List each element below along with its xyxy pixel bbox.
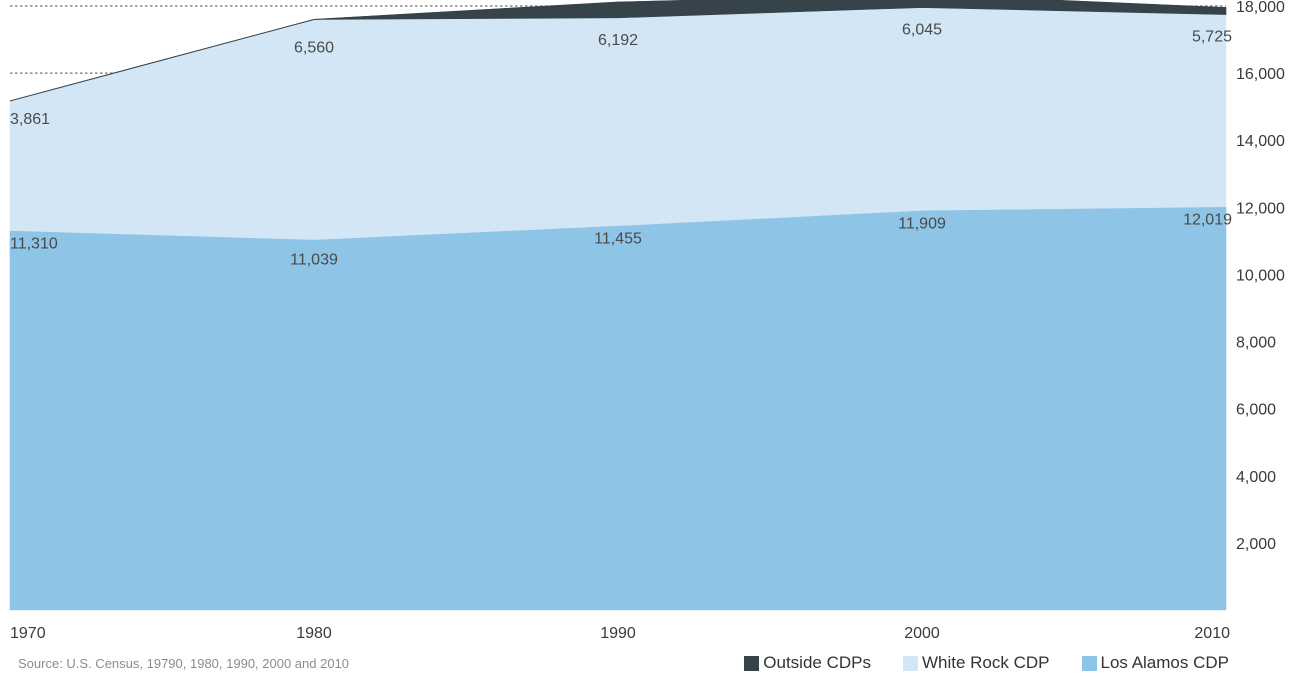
data-label-los-alamos-cdp-1990: 11,455 [594, 231, 642, 248]
y-tick-label-18000: 18,000 [1236, 0, 1285, 16]
data-label-los-alamos-cdp-2010: 12,019 [1183, 212, 1232, 229]
data-label-los-alamos-cdp-2000: 11,909 [898, 215, 946, 232]
legend-item-los-alamos-cdp: Los Alamos CDP [1081, 653, 1230, 673]
x-tick-label-2000: 2000 [904, 625, 940, 642]
data-label-white-rock-cdp-1980: 6,560 [294, 39, 334, 56]
data-label-white-rock-cdp-2000: 6,045 [902, 22, 942, 39]
legend: Outside CDPs White Rock CDP Los Alamos C… [744, 653, 1229, 673]
x-tick-label-1970: 1970 [10, 625, 46, 642]
data-label-outside-cdps-2010: 206 [1205, 0, 1232, 4]
y-tick-label-10000: 10,000 [1236, 267, 1285, 284]
legend-swatch-white-rock-cdp [902, 655, 918, 671]
legend-swatch-outside-cdps [744, 655, 760, 671]
legend-label-white-rock-cdp: White Rock CDP [921, 653, 1050, 672]
legend-label-outside-cdps: Outside CDPs [763, 653, 871, 672]
x-tick-label-2010: 2010 [1194, 625, 1230, 642]
area-los-alamos-cdp [9, 206, 1227, 611]
legend-item-outside-cdps: Outside CDPs [744, 653, 871, 673]
y-tick-label-4000: 4,000 [1236, 469, 1276, 486]
legend-swatch-los-alamos-cdp [1081, 655, 1097, 671]
data-label-white-rock-cdp-2010: 5,725 [1192, 29, 1232, 46]
y-tick-label-12000: 12,000 [1236, 200, 1285, 217]
x-tick-label-1980: 1980 [296, 625, 332, 642]
data-label-los-alamos-cdp-1980: 11,039 [290, 252, 338, 269]
data-label-white-rock-cdp-1990: 6,192 [598, 32, 638, 49]
y-tick-label-8000: 8,000 [1236, 335, 1276, 352]
x-tick-label-1990: 1990 [600, 625, 636, 642]
data-label-white-rock-cdp-1970: 3,861 [10, 111, 50, 128]
area-series [9, 0, 1227, 611]
data-labels: 11,310 11,039 11,455 11,909 12,019 3,861 6,560… [10, 0, 1232, 269]
y-tick-label-14000: 14,000 [1236, 133, 1285, 150]
area-top-outline [9, 0, 1227, 102]
source-note: Source: U.S. Census, 19790, 1980, 1990, … [18, 656, 350, 671]
y-tick-label-6000: 6,000 [1236, 402, 1276, 419]
legend-item-white-rock-cdp: White Rock CDP [902, 653, 1050, 673]
y-tick-label-2000: 2,000 [1236, 536, 1276, 553]
y-tick-label-16000: 16,000 [1236, 66, 1285, 83]
legend-label-los-alamos-cdp: Los Alamos CDP [1100, 653, 1230, 672]
data-label-los-alamos-cdp-1970: 11,310 [10, 235, 58, 252]
axis-ticks: 2,000 4,000 6,000 8,000 10,000 12,000 14,000 16… [10, 0, 1285, 642]
